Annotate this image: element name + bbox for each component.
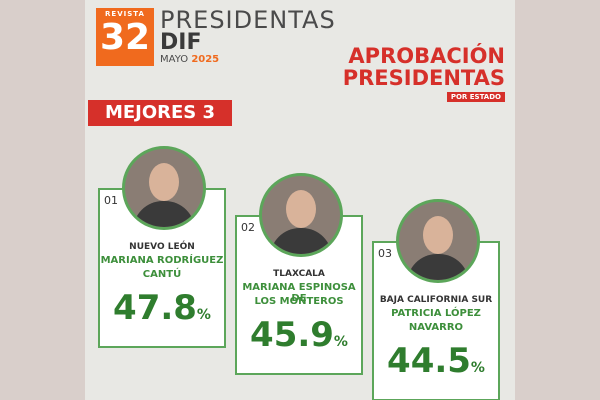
value-unit: %: [196, 307, 211, 323]
value: 44.5%: [374, 341, 498, 381]
name: LOS MONTEROS: [254, 296, 344, 307]
value-number: 45.9: [250, 315, 334, 355]
photo-body: [270, 228, 332, 254]
card: 03 BAJA CALIFORNIA SUR PATRICIA LÓPEZ NAVAR…: [372, 241, 500, 400]
card: 01 NUEVO LEÓN MARIANA RODRÍGUEZ CANTÚ 47.8%: [98, 188, 226, 348]
state: TLAXCALA: [273, 269, 325, 279]
name: MARIANA ESPINOSA DE: [242, 282, 356, 304]
name: NAVARRO: [408, 322, 464, 333]
name: CANTÚ: [142, 269, 182, 280]
rank: 01: [104, 194, 118, 207]
photo: [396, 199, 480, 283]
year: 2025: [191, 54, 220, 65]
photo: [122, 146, 206, 230]
logo: REVISTA 32: [96, 8, 154, 66]
state: NUEVO LEÓN: [129, 242, 195, 252]
title: PRESIDENTAS: [160, 6, 336, 34]
rank: 03: [378, 247, 392, 260]
photo: [259, 173, 343, 257]
value: 47.8%: [100, 288, 224, 328]
value-number: 44.5: [387, 341, 471, 381]
section-label: MEJORES 3: [88, 100, 232, 126]
headline-tag: POR ESTADO: [446, 92, 505, 102]
subtitle: DIF: [160, 30, 202, 55]
state: BAJA CALIFORNIA SUR: [379, 295, 493, 305]
value-unit: %: [470, 360, 485, 376]
value: 45.9%: [237, 315, 361, 355]
value-unit: %: [333, 334, 348, 350]
rank: 02: [241, 221, 255, 234]
value-number: 47.8: [113, 288, 197, 328]
date: MAYO 2025: [160, 54, 219, 65]
photo-face: [423, 216, 453, 254]
headline: PRESIDENTAS: [342, 66, 505, 90]
logo-top: REVISTA: [105, 10, 145, 18]
headline: APROBACIÓN: [348, 44, 505, 68]
name: MARIANA RODRÍGUEZ: [100, 255, 224, 266]
photo-face: [149, 163, 179, 201]
logo-number: 32: [99, 17, 151, 58]
month: MAYO: [160, 54, 189, 65]
card: 02 TLAXCALA MARIANA ESPINOSA DE LOS MONTERO…: [235, 215, 363, 375]
photo-face: [286, 190, 316, 228]
name: PATRICIA LÓPEZ: [391, 308, 481, 319]
photo-body: [133, 201, 195, 227]
photo-body: [407, 254, 469, 280]
